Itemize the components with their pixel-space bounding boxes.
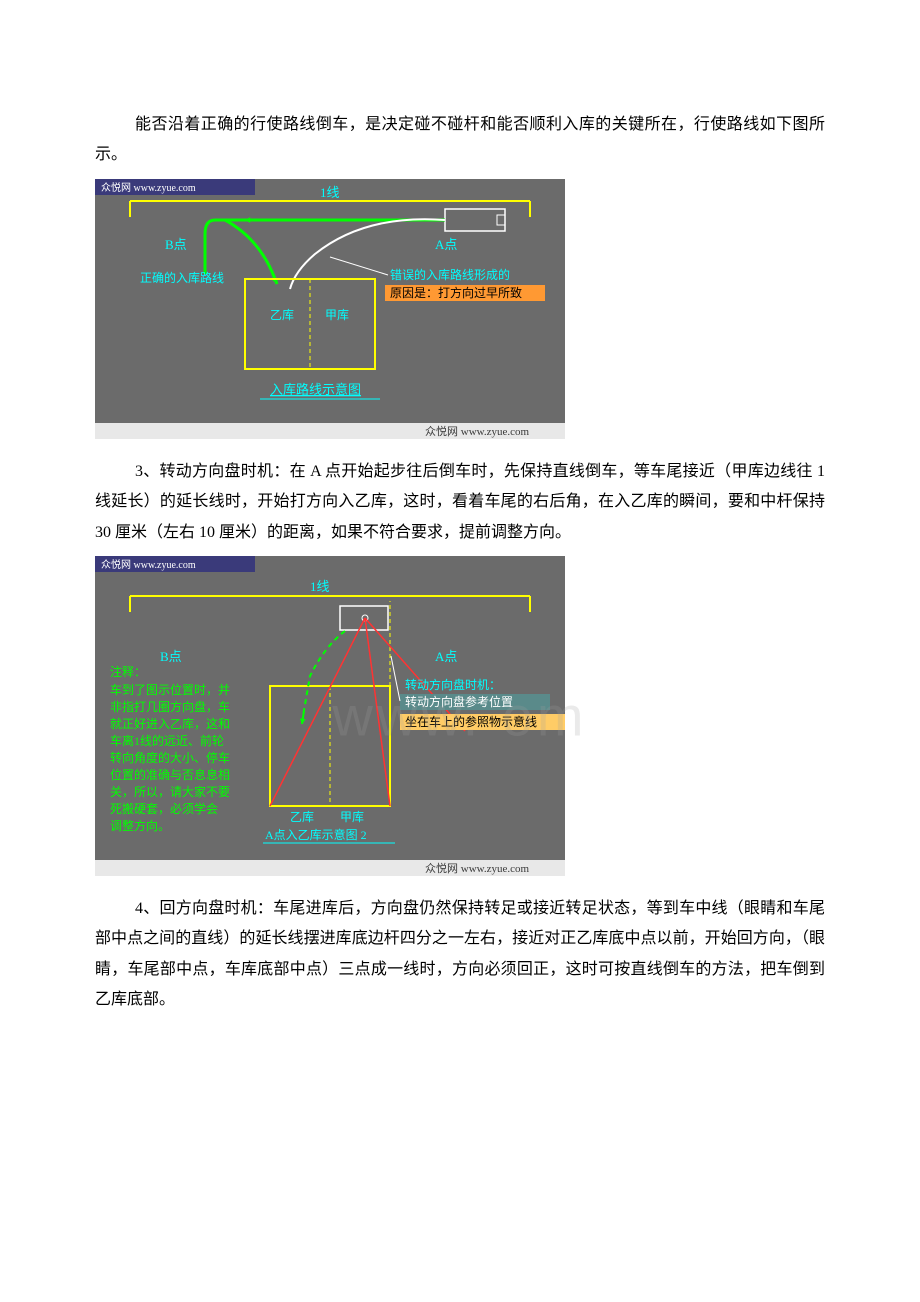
svg-text:位置的准确与否息息相: 位置的准确与否息息相 xyxy=(110,767,230,782)
svg-text:乙库: 乙库 xyxy=(290,809,314,824)
svg-text:就正好进入乙库，这和: 就正好进入乙库，这和 xyxy=(110,716,230,731)
intro-paragraph: 能否沿着正确的行使路线倒车，是决定碰不碰杆和能否顺利入库的关键所在，行使路线如下… xyxy=(95,110,825,171)
svg-text:甲库: 甲库 xyxy=(340,809,364,824)
svg-text:众悦网 www.zyue.com: 众悦网 www.zyue.com xyxy=(101,558,196,571)
svg-text:1线: 1线 xyxy=(310,579,330,594)
svg-text:众悦网 www.zyue.com: 众悦网 www.zyue.com xyxy=(425,861,530,875)
svg-text:1线: 1线 xyxy=(320,185,340,200)
svg-text:原因是：打方向过早所致: 原因是：打方向过早所致 xyxy=(390,285,522,300)
svg-text:非指打几圈方向盘，车: 非指打几圈方向盘，车 xyxy=(110,699,230,714)
svg-text:正确的入库路线: 正确的入库路线 xyxy=(140,270,224,285)
svg-text:转动方向盘参考位置: 转动方向盘参考位置 xyxy=(405,694,513,709)
step-4-paragraph: 4、回方向盘时机：车尾进库后，方向盘仍然保持转足或接近转足状态，等到车中线（眼睛… xyxy=(95,894,825,1016)
svg-text:A点: A点 xyxy=(435,237,457,252)
svg-text:坐在车上的参照物示意线: 坐在车上的参照物示意线 xyxy=(405,714,537,729)
svg-text:入库路线示意图: 入库路线示意图 xyxy=(270,382,361,397)
svg-text:A点入乙库示意图 2: A点入乙库示意图 2 xyxy=(265,827,367,842)
svg-text:死搬硬套，必须学会: 死搬硬套，必须学会 xyxy=(110,801,218,816)
svg-text:众悦网 www.zyue.com: 众悦网 www.zyue.com xyxy=(101,181,196,194)
svg-text:错误的入库路线形成的: 错误的入库路线形成的 xyxy=(390,267,510,282)
step-3-paragraph: 3、转动方向盘时机：在 A 点开始起步往后倒车时，先保持直线倒车，等车尾接近（甲… xyxy=(95,457,825,548)
svg-text:调整方向。: 调整方向。 xyxy=(110,818,170,833)
svg-text:转动方向盘时机：: 转动方向盘时机： xyxy=(405,677,501,692)
svg-text:车到了图示位置时，并: 车到了图示位置时，并 xyxy=(110,682,230,697)
svg-text:注释：: 注释： xyxy=(110,664,146,679)
diagram-2: 众悦网 www.zyue.com 1线 B点 A点转动方向盘时机： 转动方向盘参考位置坐… xyxy=(95,556,565,876)
svg-text:B点: B点 xyxy=(160,649,182,664)
svg-text:众悦网 www.zyue.com: 众悦网 www.zyue.com xyxy=(425,424,530,438)
svg-text:车离1线的远近、前轮: 车离1线的远近、前轮 xyxy=(110,733,224,748)
svg-text:关，所以，请大家不要: 关，所以，请大家不要 xyxy=(110,784,230,799)
svg-text:甲库: 甲库 xyxy=(325,307,349,322)
svg-text:乙库: 乙库 xyxy=(270,307,294,322)
svg-text:B点: B点 xyxy=(165,237,187,252)
svg-text:A点: A点 xyxy=(435,649,457,664)
svg-text:转向角度的大小、停车: 转向角度的大小、停车 xyxy=(110,750,230,765)
diagram-1: 众悦网 www.zyue.com 1线 B点 A点乙库 甲库 正确的入库路线 错误的入库路线… xyxy=(95,179,565,439)
